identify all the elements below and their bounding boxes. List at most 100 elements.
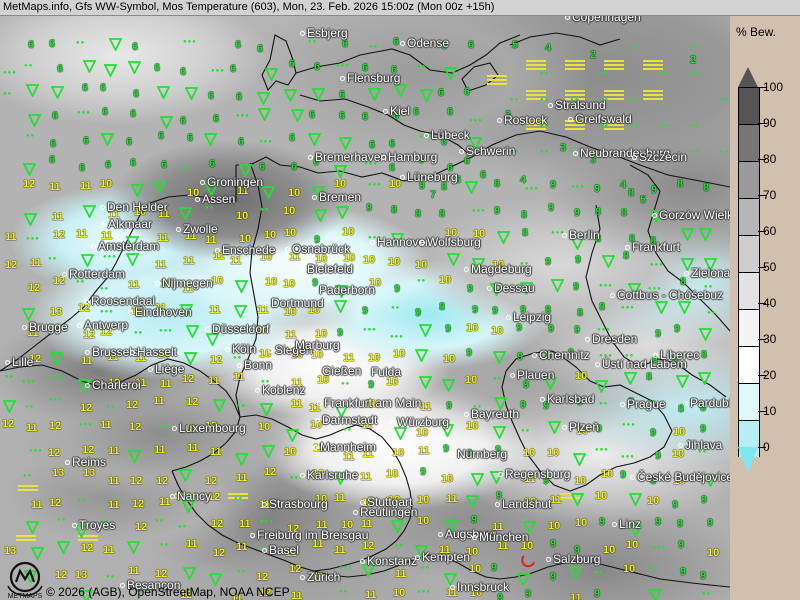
- station-temperature: 13: [52, 467, 65, 479]
- station-temperature: 12: [129, 421, 142, 433]
- drizzle-icon: ●●: [690, 45, 700, 51]
- station-temperature: 6: [49, 38, 56, 50]
- city-marker-icon: [495, 502, 500, 508]
- map-viewport[interactable]: 6 6 ●● 6 ●●● 6 6 ●● 6 ●● 6 ●● 6 6 ●●● ●● 6 6 6 ●●● 6 6 6 ●●● 6 6 ●…: [0, 15, 730, 600]
- drizzle-icon: ●●: [3, 91, 13, 97]
- city-label: Kiel: [383, 104, 410, 118]
- city-marker-icon: [255, 388, 260, 394]
- station-temperature: 9: [596, 423, 603, 435]
- city-label: Bonn: [237, 358, 272, 372]
- station-temperature: 8: [439, 208, 446, 220]
- city-label: Salzburg: [546, 552, 600, 566]
- drizzle-icon: ●●●: [260, 519, 274, 525]
- station-temperature: 9: [419, 180, 426, 192]
- city-marker-icon: [170, 494, 175, 500]
- station-temperature: 12: [256, 571, 269, 583]
- city-label: Rotterdam: [62, 267, 125, 281]
- fog-symbol: [565, 60, 585, 72]
- city-label: Jihlava: [678, 438, 722, 452]
- station-temperature: 8: [595, 233, 602, 245]
- city-name: Innsbruck: [457, 580, 510, 594]
- station-temperature: 8: [628, 396, 635, 408]
- drizzle-icon: ●●: [540, 97, 550, 103]
- rain-shower-icon: [28, 114, 41, 127]
- city-marker-icon: [300, 473, 305, 479]
- rain-shower-icon: [83, 205, 96, 218]
- drizzle-icon: ●●: [630, 45, 640, 51]
- colorbar-tick: [758, 231, 766, 232]
- station-temperature: 9: [467, 283, 474, 295]
- drizzle-icon: ●●: [627, 334, 637, 340]
- city-name: Dessau: [494, 281, 535, 295]
- city-marker-icon: [312, 288, 317, 294]
- station-temperature: 6: [133, 88, 140, 100]
- station-temperature: 10: [368, 352, 381, 364]
- drizzle-icon: ●●: [510, 149, 520, 155]
- station-temperature: 12: [264, 466, 277, 478]
- city-marker-icon: [450, 452, 455, 458]
- city-marker-icon: [22, 325, 27, 331]
- city-label: Zürich: [300, 570, 340, 584]
- city-label: Brugge: [22, 320, 68, 334]
- station-temperature: 6: [447, 106, 454, 118]
- drizzle-icon: ●●●: [336, 63, 350, 69]
- station-temperature: 9: [443, 443, 450, 455]
- city-label: Neubrandenburg: [573, 146, 670, 160]
- city-label: Bayreuth: [464, 407, 519, 421]
- station-temperature: 8: [441, 181, 448, 193]
- station-temperature: 11: [185, 230, 197, 242]
- rain-shower-icon: [415, 545, 428, 558]
- city-label: Paderborn: [312, 283, 375, 297]
- station-temperature: 6: [130, 157, 137, 169]
- station-temperature: 9: [650, 427, 657, 439]
- station-temperature: 10: [284, 227, 297, 239]
- city-label: Köln: [225, 342, 256, 356]
- city-marker-icon: [498, 472, 503, 478]
- drizzle-icon: ●●: [540, 123, 550, 129]
- drizzle-icon: ●●●: [390, 334, 404, 340]
- rain-shower-icon: [391, 233, 404, 246]
- station-temperature: 10: [417, 494, 430, 506]
- city-marker-icon: [548, 103, 553, 109]
- drizzle-icon: ●●: [600, 97, 610, 103]
- station-temperature: 11: [158, 208, 170, 220]
- city-marker-icon: [678, 443, 683, 449]
- station-temperature: 11: [155, 302, 167, 314]
- rain-shower-icon: [494, 397, 507, 410]
- station-temperature: 6: [208, 90, 215, 102]
- station-temperature: 6: [438, 87, 445, 99]
- rain-shower-icon: [471, 473, 484, 486]
- city-label: Gorzów Wielkopolski: [652, 208, 730, 222]
- station-temperature: 10: [388, 256, 401, 268]
- city-name: Linz: [619, 517, 642, 531]
- station-temperature: 10: [575, 517, 588, 529]
- city-marker-icon: [632, 155, 637, 161]
- station-temperature: 11: [108, 445, 120, 457]
- station-temperature: 9: [362, 305, 369, 317]
- station-temperature: 10: [236, 210, 249, 222]
- city-name: Bonn: [244, 358, 273, 372]
- station-temperature: 9: [312, 277, 319, 289]
- station-temperature: 12: [312, 468, 325, 480]
- city-label: Odense: [400, 36, 449, 50]
- station-temperature: 6: [339, 89, 346, 101]
- rain-shower-icon: [157, 86, 170, 99]
- city-label: Dresden: [585, 332, 637, 346]
- rain-shower-icon: [699, 328, 712, 341]
- rain-shower-icon: [101, 133, 114, 146]
- drizzle-icon: ●●●: [702, 210, 716, 216]
- rain-shower-icon: [131, 184, 144, 197]
- city-marker-icon: [546, 557, 551, 563]
- rain-shower-icon: [629, 524, 642, 537]
- rain-shower-icon: [334, 165, 347, 178]
- drizzle-icon: ●●: [690, 71, 700, 77]
- city-name: Gorzów Wielkopolski: [659, 208, 730, 222]
- station-temperature: 12: [289, 563, 302, 575]
- city-marker-icon: [225, 347, 230, 353]
- station-temperature: 9: [520, 304, 527, 316]
- city-name: Zwolle: [183, 222, 218, 236]
- rain-shower-icon: [75, 525, 88, 538]
- drizzle-icon: ●●: [704, 284, 714, 290]
- map-canvas: 6 6 ●● 6 ●●● 6 6 ●● 6 ●● 6 ●● 6 6 ●●● ●● 6 6 6 ●●● 6 6 6 ●●● 6 6 ●…: [0, 15, 730, 600]
- city-marker-icon: [72, 523, 77, 529]
